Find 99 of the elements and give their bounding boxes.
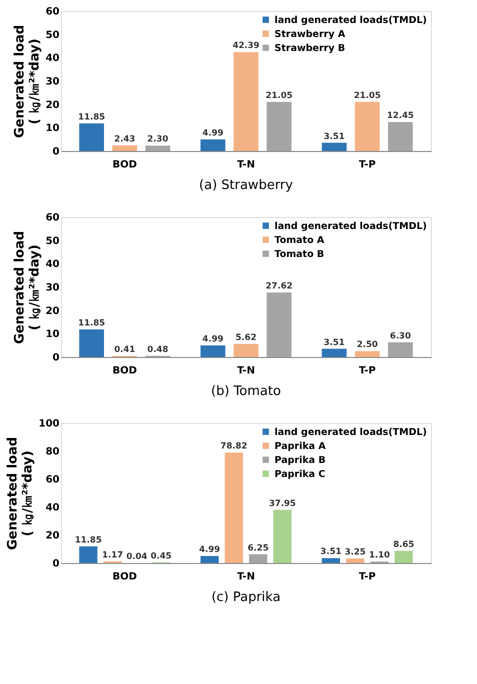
bar xyxy=(112,145,138,151)
data-label: 3.25 xyxy=(344,547,366,558)
y-tick-label: 40 xyxy=(46,502,60,514)
bar xyxy=(200,139,226,151)
data-label: 6.30 xyxy=(390,331,411,342)
legend-label: land generated loads(TMDL) xyxy=(274,220,427,232)
data-label: 2.30 xyxy=(147,134,168,145)
x-tick-label: T-P xyxy=(358,366,376,376)
data-label: 78.82 xyxy=(220,442,248,452)
data-label: 6.25 xyxy=(248,543,269,554)
data-label: 11.85 xyxy=(74,535,102,546)
data-label: 0.04 xyxy=(126,552,148,562)
data-label: 27.62 xyxy=(266,282,293,292)
y-tick-label: 50 xyxy=(46,236,60,247)
text: (b) Tomato xyxy=(211,384,281,399)
data-label: 12.45 xyxy=(386,110,414,121)
data-label: 21.05 xyxy=(266,90,293,101)
bar xyxy=(145,146,170,151)
bar xyxy=(200,556,219,563)
legend-label: land generated loads(TMDL) xyxy=(274,426,427,438)
x-tick-label: T-N xyxy=(237,160,255,170)
data-label: 11.85 xyxy=(78,112,106,122)
x-tick-label: T-N xyxy=(237,366,255,376)
data-label: 2.43 xyxy=(114,134,136,144)
bar xyxy=(79,123,104,151)
bar xyxy=(346,558,364,563)
data-label: 8.65 xyxy=(393,540,414,550)
legend-label: Strawberry B xyxy=(274,42,346,54)
bar xyxy=(388,342,413,357)
y-tick-label: 100 xyxy=(38,418,60,430)
x-tick-label: T-N xyxy=(237,572,255,582)
data-label: 4.99 xyxy=(199,545,220,556)
data-label: 4.99 xyxy=(202,128,224,138)
bar xyxy=(354,351,380,357)
bar xyxy=(200,345,226,357)
data-label: 0.41 xyxy=(114,345,136,356)
y-tick-label: 10 xyxy=(46,329,60,340)
y-tick-label: 40 xyxy=(46,259,60,270)
bar xyxy=(79,329,104,357)
x-tick-label: BOD xyxy=(112,160,137,170)
x-tick-label: T-P xyxy=(358,160,376,170)
bar xyxy=(322,142,347,151)
data-label: 0.45 xyxy=(150,551,172,562)
y-tick-label: 80 xyxy=(46,446,60,458)
legend-label: Paprika A xyxy=(274,440,326,452)
data-label: 3.51 xyxy=(320,547,342,558)
data-label: 5.62 xyxy=(236,332,257,343)
text: (c) Paprika xyxy=(211,590,281,605)
legend-label: Strawberry A xyxy=(274,28,346,40)
y-tick-label: 60 xyxy=(46,474,60,486)
data-label: 1.17 xyxy=(102,550,124,560)
legend-label: Tomato B xyxy=(274,248,324,260)
y-axis-title: Generated load ( ㎏/㎞²*day) xyxy=(6,436,36,550)
data-label: 2.50 xyxy=(356,340,378,350)
y-tick-label: 20 xyxy=(46,100,60,111)
y-axis-title: Generated load ( ㎏/㎞²*day) xyxy=(12,24,43,138)
bar xyxy=(234,52,258,151)
bar xyxy=(249,554,268,563)
x-tick-label: BOD xyxy=(112,366,137,376)
bar xyxy=(234,344,258,357)
y-tick-label: 0 xyxy=(52,352,60,364)
x-tick-label: BOD xyxy=(112,572,137,582)
y-tick-label: 60 xyxy=(46,212,60,224)
bar xyxy=(79,546,98,563)
data-label: 3.51 xyxy=(324,132,345,142)
y-tick-label: 0 xyxy=(52,558,60,570)
y-tick-label: 30 xyxy=(46,282,60,294)
legend-label: Tomato A xyxy=(274,234,325,246)
data-label: 0.48 xyxy=(147,344,168,355)
bar xyxy=(322,558,340,563)
legend-label: land generated loads(TMDL) xyxy=(274,14,427,26)
data-label: 1.10 xyxy=(368,550,390,560)
y-tick-label: 30 xyxy=(46,76,60,88)
data-label: 37.95 xyxy=(268,498,296,509)
y-tick-label: 20 xyxy=(46,306,60,317)
bar xyxy=(224,452,243,563)
y-tick-label: 20 xyxy=(46,530,60,542)
y-tick-label: 60 xyxy=(46,6,60,18)
y-tick-label: 40 xyxy=(46,53,60,64)
bar xyxy=(388,122,413,151)
x-tick-label: T-P xyxy=(358,572,376,582)
bar xyxy=(354,102,380,151)
y-tick-label: 50 xyxy=(46,30,60,41)
legend-label: Paprika C xyxy=(274,468,326,480)
bar xyxy=(394,550,413,563)
bar xyxy=(273,510,292,563)
bar xyxy=(266,292,292,357)
y-tick-label: 10 xyxy=(46,123,60,134)
bar xyxy=(322,348,347,357)
y-tick-label: 0 xyxy=(52,146,60,158)
legend-label: Paprika B xyxy=(274,454,326,466)
data-label: 21.05 xyxy=(354,90,381,101)
data-label: 3.51 xyxy=(324,338,345,348)
data-label: 42.39 xyxy=(232,41,260,52)
bar xyxy=(266,102,292,151)
text: (a) Strawberry xyxy=(199,178,294,193)
data-label: 11.85 xyxy=(78,318,106,328)
data-label: 4.99 xyxy=(202,334,224,344)
y-axis-title: Generated load ( ㎏/㎞²*day) xyxy=(12,230,43,344)
